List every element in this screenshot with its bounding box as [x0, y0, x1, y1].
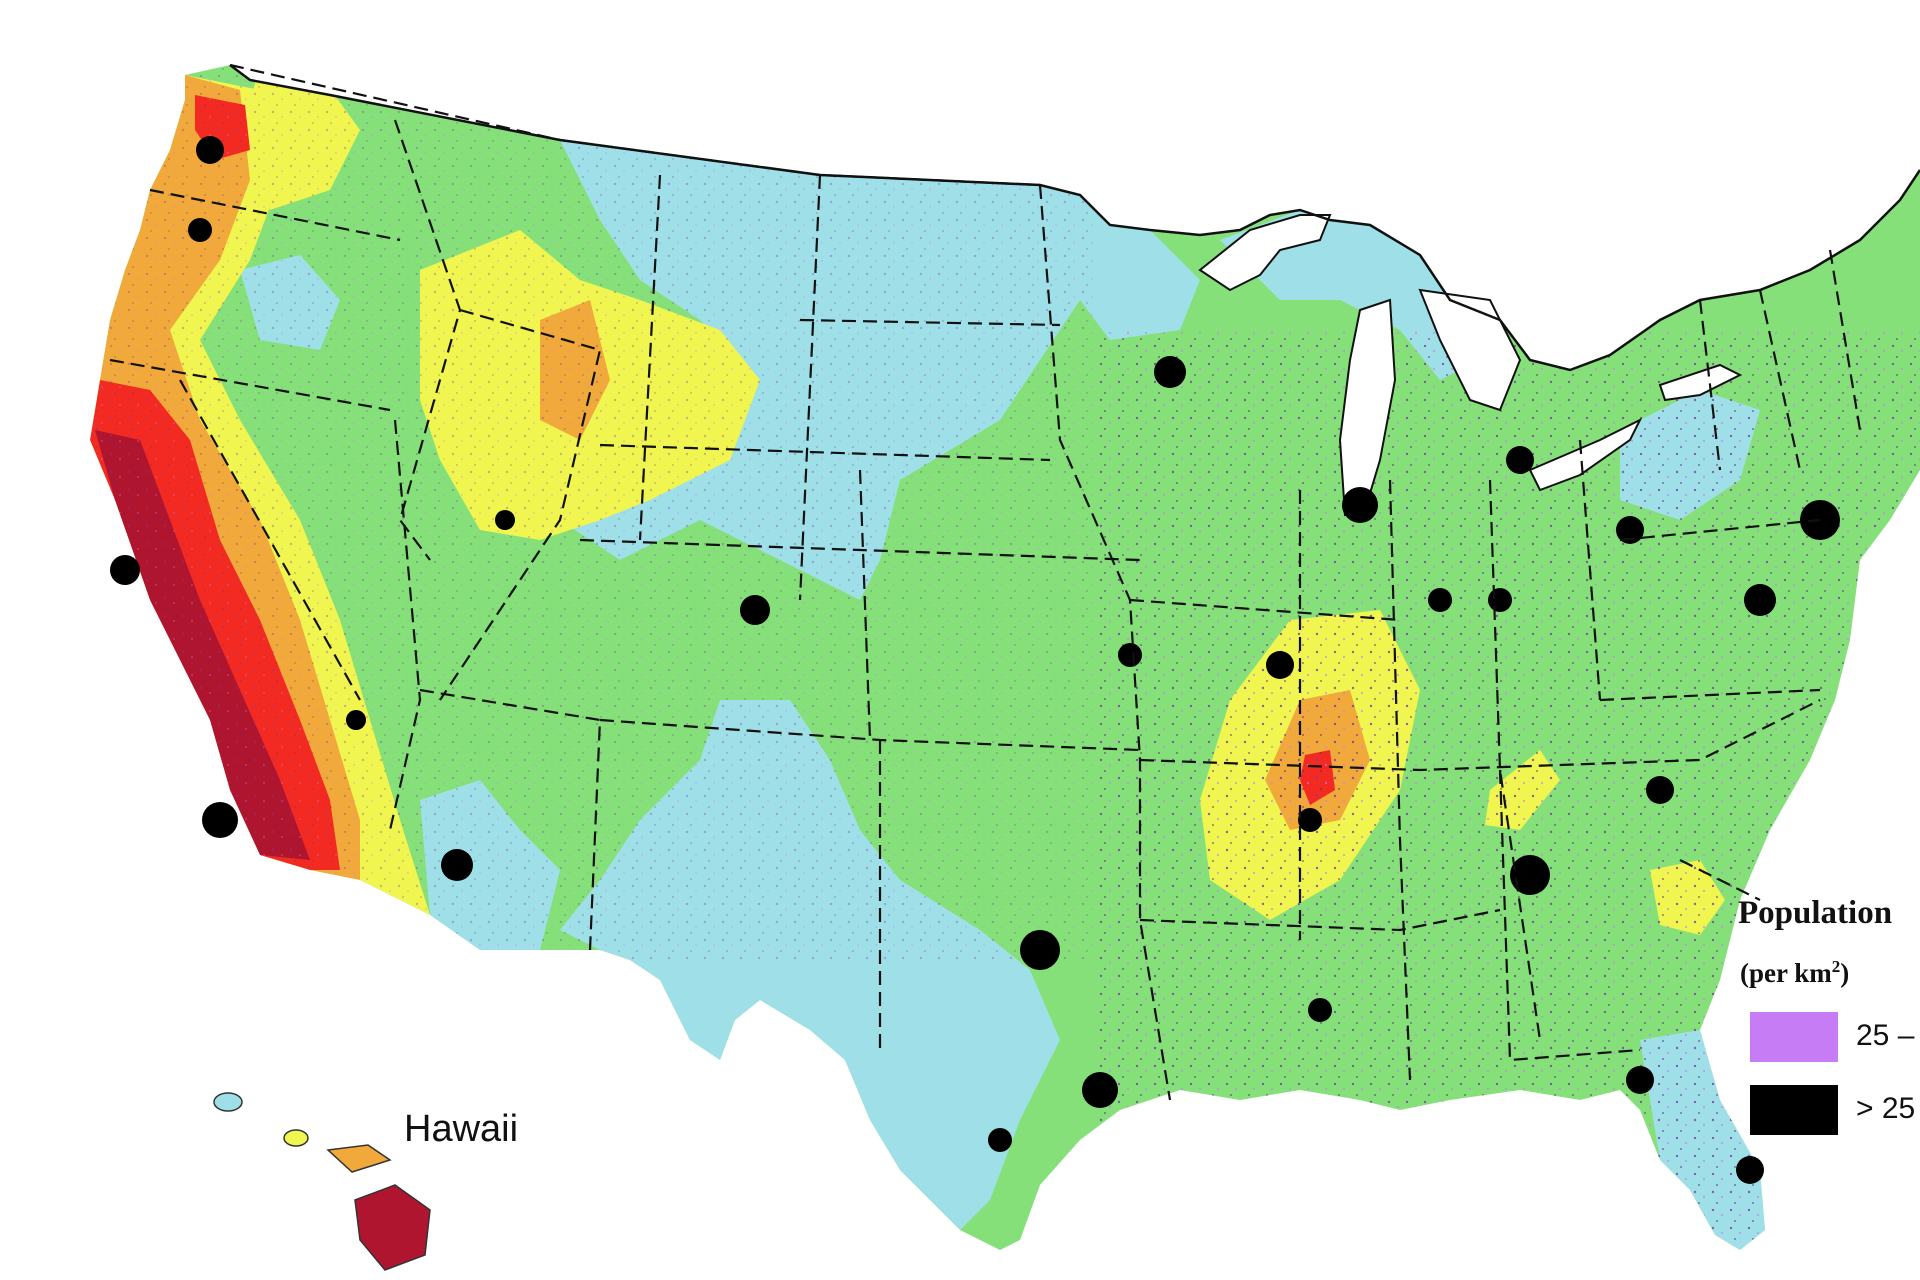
metro-san-francisco	[110, 555, 140, 585]
kauai-island	[213, 1092, 243, 1112]
lake-superior	[1198, 214, 1332, 292]
metro-detroit	[1506, 446, 1534, 474]
big-island	[354, 1184, 431, 1271]
metro-charlotte	[1646, 776, 1674, 804]
hawaii-inset	[213, 1092, 431, 1271]
metro-new-orleans	[1308, 998, 1332, 1022]
metro-kansas-city	[1118, 643, 1142, 667]
metro-portland	[188, 218, 212, 242]
metro-chicago	[1342, 487, 1378, 523]
us-outline	[229, 64, 1920, 372]
legend-unit-exponent: 2	[1831, 957, 1841, 976]
hawaii-label: Hawaii	[404, 1108, 519, 1150]
metro-los-angeles	[202, 802, 238, 838]
metro-indianapolis	[1428, 588, 1452, 612]
lake-ontario	[1658, 363, 1743, 402]
metro-atlanta	[1510, 855, 1550, 895]
legend-swatch-purple	[1750, 1012, 1838, 1062]
state-borders	[109, 63, 1862, 1101]
oahu-island	[283, 1129, 309, 1147]
metro-salt-lake-city	[495, 510, 515, 530]
metro-st-louis	[1266, 651, 1294, 679]
metro-cincinnati	[1488, 588, 1512, 612]
metro-dallas	[1020, 930, 1060, 970]
legend-swatch-black	[1750, 1085, 1838, 1135]
metro-tampa	[1626, 1066, 1654, 1094]
metro-memphis	[1298, 808, 1322, 832]
metro-seattle	[196, 136, 224, 164]
lake-erie	[1528, 417, 1643, 492]
legend-unit: (per km2)	[1740, 957, 1849, 989]
metro-minneapolis	[1154, 356, 1186, 388]
legend-item-label: 25 –	[1856, 1019, 1915, 1052]
legend-unit-text: (per km	[1740, 958, 1832, 988]
legend-unit-close: )	[1840, 958, 1850, 988]
metro-denver	[740, 595, 770, 625]
metro-pittsburgh	[1616, 516, 1644, 544]
lake-huron	[1418, 288, 1522, 412]
maui-molokai-islands	[326, 1144, 392, 1173]
population-legend: Population (per km2) 25 – > 25	[1738, 895, 1920, 1195]
metro-phoenix	[441, 849, 473, 881]
metro-san-antonio	[988, 1128, 1012, 1152]
metro-miami	[1736, 1156, 1764, 1184]
metro-houston	[1082, 1072, 1118, 1108]
metro-las-vegas	[346, 710, 366, 730]
legend-title: Population	[1738, 895, 1893, 931]
legend-item-label: > 25	[1856, 1092, 1916, 1125]
metro-washington	[1744, 584, 1776, 616]
